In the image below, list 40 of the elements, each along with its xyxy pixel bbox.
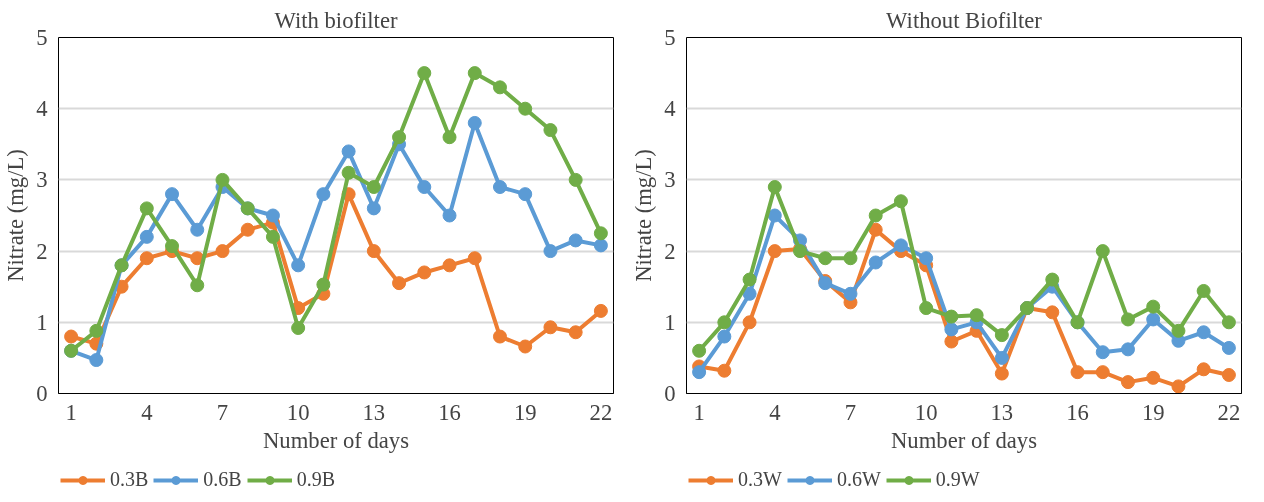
legend-label: 0.6B bbox=[203, 468, 242, 491]
x-tick-label: 7 bbox=[216, 399, 229, 425]
legend-label: 0.3W bbox=[738, 468, 782, 491]
x-tick-label: 10 bbox=[286, 399, 310, 425]
y-tick-label: 1 bbox=[36, 309, 48, 335]
y-tick-label: 5 bbox=[664, 25, 676, 50]
y-tick-label: 2 bbox=[664, 238, 676, 264]
x-tick-label: 7 bbox=[844, 399, 857, 425]
legend-label: 0.6W bbox=[836, 468, 881, 491]
chart-title: Without Biofilter bbox=[886, 7, 1043, 33]
x-tick-label: 13 bbox=[990, 399, 1014, 425]
x-tick-label: 10 bbox=[914, 399, 938, 425]
y-tick-label: 3 bbox=[664, 167, 676, 193]
y-tick-label: 0 bbox=[36, 381, 48, 406]
x-tick-label: 22 bbox=[1217, 399, 1241, 425]
x-tick-label: 16 bbox=[1066, 399, 1089, 425]
legend-label: 0.3B bbox=[110, 468, 149, 491]
y-tick-label: 5 bbox=[36, 25, 48, 50]
x-tick-label: 4 bbox=[141, 399, 153, 425]
x-tick-label: 4 bbox=[769, 399, 781, 425]
x-tick-label: 1 bbox=[693, 399, 705, 425]
x-tick-label: 19 bbox=[1141, 399, 1165, 425]
x-tick-label: 19 bbox=[513, 399, 537, 425]
y-tick-label: 0 bbox=[664, 381, 676, 406]
y-axis-title: Nitrate (mg/L) bbox=[3, 149, 29, 282]
y-tick-label: 1 bbox=[664, 309, 676, 335]
legend-label: 0.9B bbox=[296, 468, 336, 491]
y-tick-label: 2 bbox=[36, 238, 48, 264]
x-tick-label: 16 bbox=[438, 399, 461, 425]
y-tick-label: 3 bbox=[36, 167, 48, 193]
y-tick-label: 4 bbox=[664, 96, 676, 122]
x-tick-label: 1 bbox=[65, 399, 77, 425]
x-axis-title: Number of days bbox=[891, 427, 1037, 453]
chart-title: With biofilter bbox=[274, 7, 398, 33]
x-tick-label: 13 bbox=[362, 399, 386, 425]
x-tick-label: 22 bbox=[589, 399, 613, 425]
y-tick-label: 4 bbox=[36, 96, 48, 122]
x-axis-title: Number of days bbox=[263, 427, 409, 453]
legend-label: 0.9W bbox=[935, 468, 980, 491]
y-axis-title: Nitrate (mg/L) bbox=[631, 149, 657, 282]
